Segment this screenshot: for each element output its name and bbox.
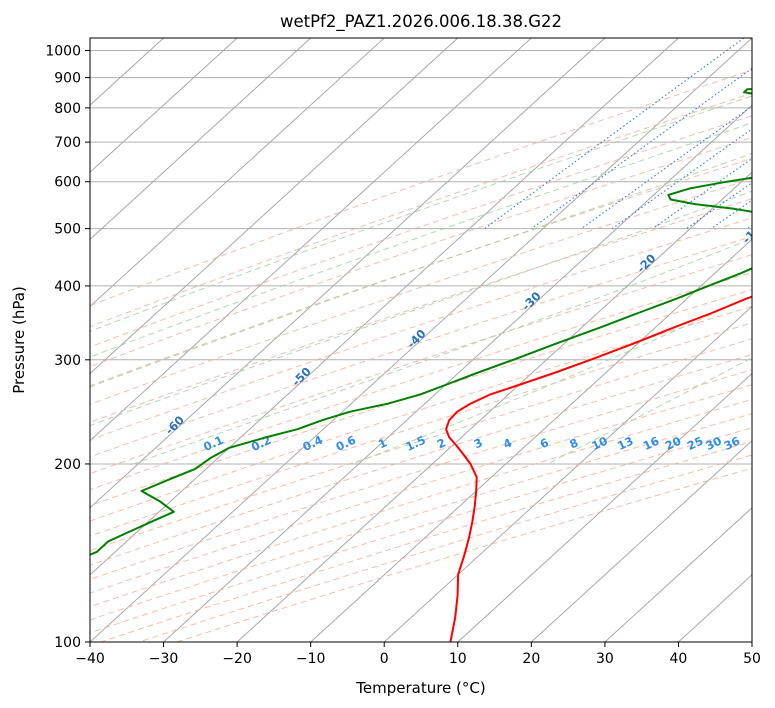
y-tick-label: 800 <box>54 101 81 117</box>
mixing-ratio-label: 36 <box>722 434 742 453</box>
moist-adiabat-line <box>90 190 752 427</box>
y-tick-label: 400 <box>54 279 81 295</box>
x-axis-title: Temperature (°C) <box>355 679 485 697</box>
dry-adiabat-line <box>90 369 752 580</box>
dry-adiabat-line <box>90 178 752 405</box>
dry-adiabat-line <box>90 92 752 328</box>
isotherm-line <box>90 38 532 442</box>
dewpoint-profile-line <box>90 88 752 556</box>
y-tick-label: 300 <box>54 353 81 369</box>
isotherm-line <box>90 38 238 173</box>
mixing-ratio-label: 10 <box>589 434 609 453</box>
isotherm-line <box>383 305 752 642</box>
plot-frame <box>89 37 753 643</box>
mixing-ratio-label: 20 <box>663 434 683 453</box>
isotherm-line <box>90 38 679 576</box>
mixing-ratio-label: 25 <box>685 434 705 453</box>
y-axis: 100 200 300 400 500 600 700 800 900 1000 <box>45 44 90 651</box>
isotherm-line <box>90 38 459 375</box>
isotherm-line <box>90 38 385 308</box>
x-tick-label: 40 <box>670 651 688 667</box>
x-tick-label: 10 <box>449 651 467 667</box>
y-tick-label: 1000 <box>45 44 81 60</box>
mixing-ratio-line <box>484 38 745 230</box>
y-tick-label: 500 <box>54 222 81 238</box>
data-series <box>90 88 752 642</box>
dry-adiabat-line <box>90 353 752 566</box>
moist-adiabat-line <box>90 95 752 332</box>
x-tick-label: −30 <box>149 651 179 667</box>
chart-title: wetPf2_PAZ1.2026.006.18.38.G22 <box>280 12 562 32</box>
background-lines <box>90 38 752 642</box>
mixing-ratio-line <box>652 157 752 230</box>
x-tick-label: 50 <box>743 651 761 667</box>
dry-adiabat-line <box>90 115 752 348</box>
isotherm-line <box>90 38 752 642</box>
temperature-profile-line <box>445 295 752 642</box>
dry-adiabat-line <box>90 271 752 491</box>
x-tick-label: −10 <box>296 651 326 667</box>
isotherm-line <box>604 507 752 642</box>
isotherm-line <box>530 439 752 642</box>
moist-adiabat-line <box>90 122 752 358</box>
x-tick-label: 20 <box>522 651 540 667</box>
dry-adiabat-line <box>90 69 752 307</box>
y-tick-label: 200 <box>54 457 81 473</box>
dry-adiabat-line <box>90 236 752 458</box>
isotherm-line <box>90 38 312 241</box>
x-tick-label: 30 <box>596 651 614 667</box>
y-tick-label: 900 <box>54 71 81 87</box>
y-tick-label: 600 <box>54 175 81 191</box>
y-tick-label: 100 <box>54 635 81 651</box>
isotherm-line <box>457 372 752 642</box>
x-axis: −40 −30 −20 −10 0 10 20 30 40 50 <box>75 642 761 667</box>
isotherm-line <box>163 104 752 642</box>
mixing-ratio-label: 13 <box>615 434 635 453</box>
dry-adiabat-line <box>90 136 752 368</box>
y-tick-label: 700 <box>54 135 81 151</box>
isotherm-line <box>90 38 606 509</box>
y-axis-title: Pressure (hPa) <box>10 286 28 394</box>
mixing-ratio-line <box>581 105 752 230</box>
x-tick-label: −20 <box>222 651 252 667</box>
x-tick-label: −40 <box>75 651 105 667</box>
dry-adiabat-line <box>90 217 752 441</box>
mixing-ratio-line <box>531 67 752 230</box>
dry-adiabat-line <box>90 322 752 537</box>
mixing-ratio-label: 16 <box>641 434 661 453</box>
x-tick-label: 0 <box>380 651 389 667</box>
moist-adiabat-line <box>133 237 752 465</box>
mixing-ratio-label: 30 <box>703 434 723 453</box>
